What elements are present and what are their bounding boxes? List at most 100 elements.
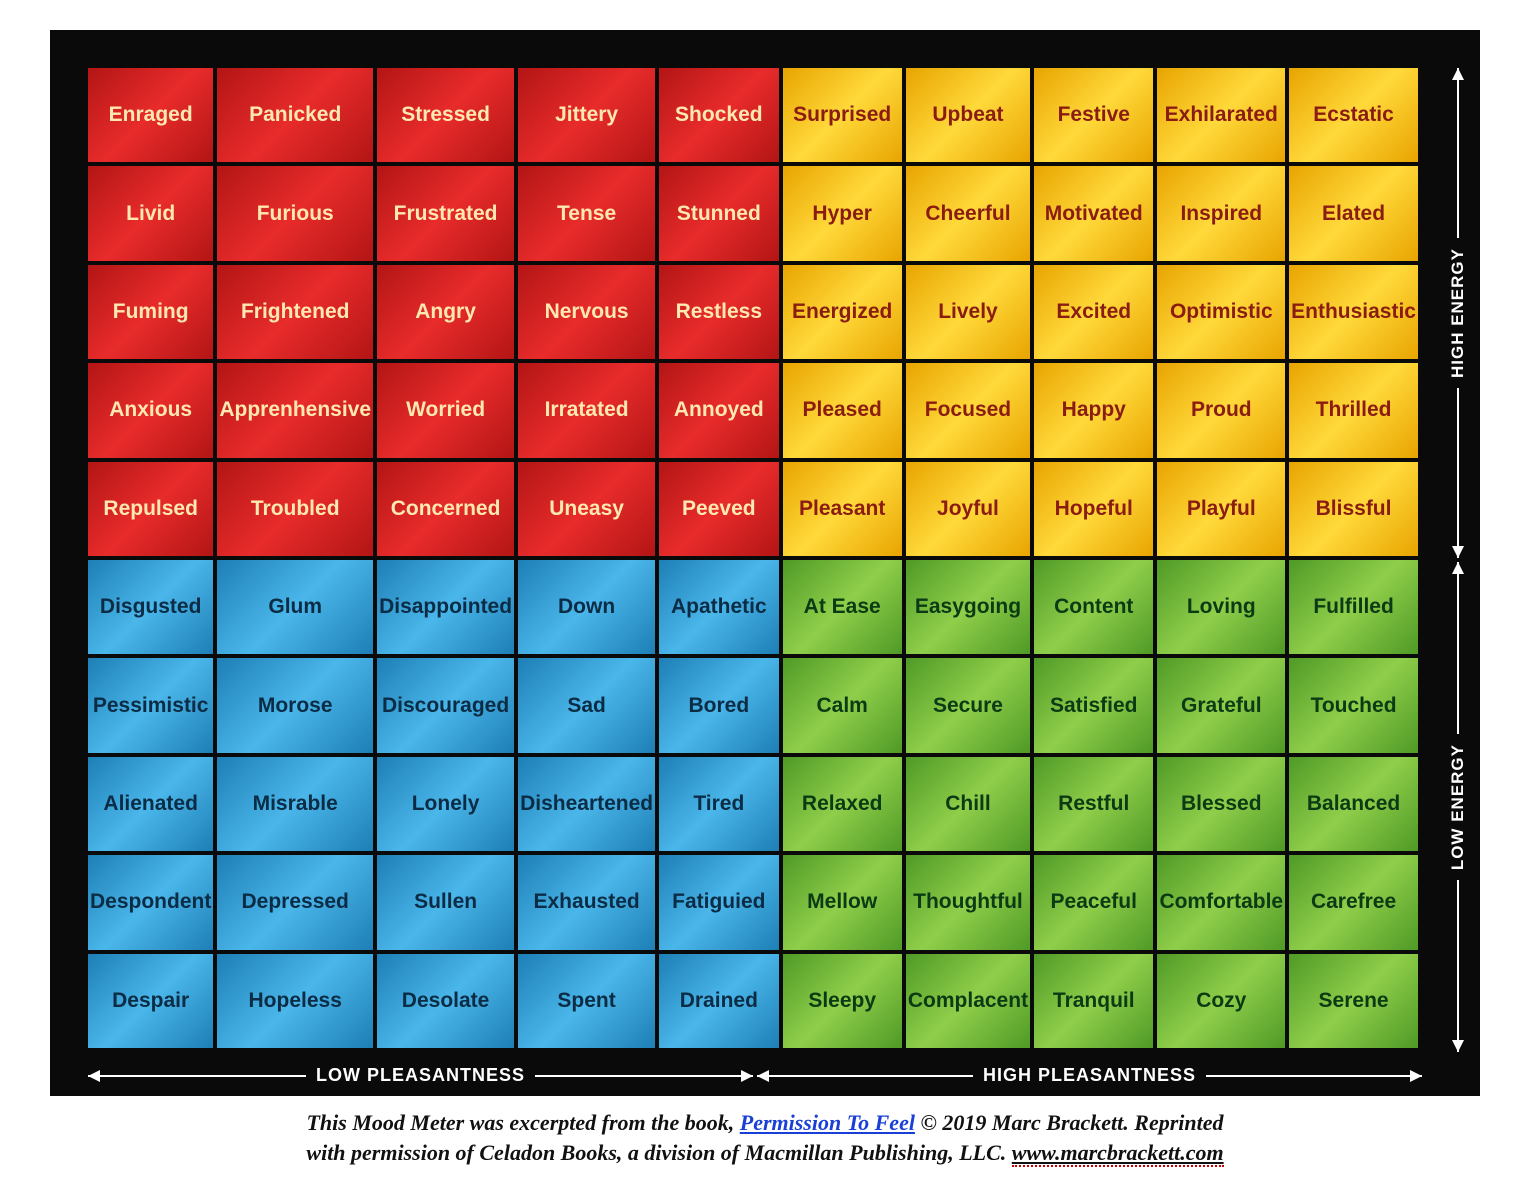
- axis-high-pleasantness: HIGH PLEASANTNESS: [757, 1065, 1422, 1086]
- mood-cell: Desolate: [377, 954, 514, 1048]
- mood-cell: Sleepy: [783, 954, 902, 1048]
- caption-text: © 2019 Marc Brackett. Reprinted: [920, 1110, 1223, 1135]
- mood-cell: Balanced: [1289, 757, 1418, 851]
- mood-cell: Disheartened: [518, 757, 655, 851]
- mood-cell: Fulfilled: [1289, 560, 1418, 654]
- mood-cell: Happy: [1034, 363, 1153, 457]
- arrow-left-icon: [88, 1075, 306, 1077]
- mood-cell: Energized: [783, 265, 902, 359]
- mood-cell: Joyful: [906, 462, 1030, 556]
- mood-cell: Stressed: [377, 68, 514, 162]
- mood-grid: EnragedPanickedStressedJitteryShockedSur…: [88, 68, 1418, 1048]
- mood-cell: Optimistic: [1157, 265, 1285, 359]
- axis-low-pleasantness: LOW PLEASANTNESS: [88, 1065, 753, 1086]
- mood-cell: Surprised: [783, 68, 902, 162]
- mood-cell: Frustrated: [377, 166, 514, 260]
- mood-cell: Repulsed: [88, 462, 213, 556]
- mood-cell: Fatiguied: [659, 855, 778, 949]
- mood-cell: Lively: [906, 265, 1030, 359]
- arrow-up-icon: [1457, 68, 1459, 238]
- mood-cell: Thoughtful: [906, 855, 1030, 949]
- mood-cell: Carefree: [1289, 855, 1418, 949]
- mood-meter: EnragedPanickedStressedJitteryShockedSur…: [50, 30, 1480, 1096]
- mood-cell: Exhilarated: [1157, 68, 1285, 162]
- mood-cell: Bored: [659, 658, 778, 752]
- mood-cell: At Ease: [783, 560, 902, 654]
- mood-cell: Furious: [217, 166, 373, 260]
- mood-cell: Spent: [518, 954, 655, 1048]
- mood-cell: Morose: [217, 658, 373, 752]
- mood-cell: Restful: [1034, 757, 1153, 851]
- mood-cell: Satisfied: [1034, 658, 1153, 752]
- arrow-right-icon: [535, 1075, 753, 1077]
- mood-cell: Peaceful: [1034, 855, 1153, 949]
- mood-cell: Excited: [1034, 265, 1153, 359]
- mood-cell: Uneasy: [518, 462, 655, 556]
- mood-cell: Livid: [88, 166, 213, 260]
- mood-cell: Elated: [1289, 166, 1418, 260]
- mood-cell: Angry: [377, 265, 514, 359]
- arrow-down-icon: [1457, 880, 1459, 1052]
- mood-cell: Comfortable: [1157, 855, 1285, 949]
- mood-cell: Misrable: [217, 757, 373, 851]
- mood-cell: Drained: [659, 954, 778, 1048]
- mood-cell: Relaxed: [783, 757, 902, 851]
- mood-cell: Jittery: [518, 68, 655, 162]
- mood-cell: Blissful: [1289, 462, 1418, 556]
- mood-cell: Pleasant: [783, 462, 902, 556]
- mood-cell: Complacent: [906, 954, 1030, 1048]
- mood-cell: Ecstatic: [1289, 68, 1418, 162]
- mood-cell: Stunned: [659, 166, 778, 260]
- mood-cell: Disappointed: [377, 560, 514, 654]
- arrow-up-icon: [1457, 562, 1459, 734]
- mood-cell: Anxious: [88, 363, 213, 457]
- mood-cell: Proud: [1157, 363, 1285, 457]
- mood-cell: Mellow: [783, 855, 902, 949]
- mood-cell: Inspired: [1157, 166, 1285, 260]
- axis-x-left-label: LOW PLEASANTNESS: [306, 1065, 535, 1086]
- permission-to-feel-link[interactable]: Permission To Feel: [740, 1110, 915, 1135]
- mood-cell: Frightened: [217, 265, 373, 359]
- mood-cell: Peeved: [659, 462, 778, 556]
- mood-cell: Restless: [659, 265, 778, 359]
- mood-cell: Discouraged: [377, 658, 514, 752]
- mood-cell: Irratated: [518, 363, 655, 457]
- mood-cell: Tense: [518, 166, 655, 260]
- mood-cell: Cozy: [1157, 954, 1285, 1048]
- arrow-down-icon: [1457, 388, 1459, 558]
- arrow-left-icon: [757, 1075, 973, 1077]
- mood-cell: Easygoing: [906, 560, 1030, 654]
- mood-cell: Motivated: [1034, 166, 1153, 260]
- mood-cell: Tranquil: [1034, 954, 1153, 1048]
- mood-cell: Troubled: [217, 462, 373, 556]
- marcbrackett-url-link[interactable]: www.marcbrackett.com: [1012, 1140, 1224, 1167]
- mood-cell: Grateful: [1157, 658, 1285, 752]
- mood-cell: Cheerful: [906, 166, 1030, 260]
- mood-cell: Fuming: [88, 265, 213, 359]
- mood-cell: Glum: [217, 560, 373, 654]
- axis-high-energy: HIGH ENERGY: [1448, 68, 1468, 558]
- mood-cell: Despondent: [88, 855, 213, 949]
- mood-cell: Content: [1034, 560, 1153, 654]
- mood-cell: Exhausted: [518, 855, 655, 949]
- caption: This Mood Meter was excerpted from the b…: [50, 1108, 1480, 1167]
- mood-cell: Sad: [518, 658, 655, 752]
- mood-cell: Lonely: [377, 757, 514, 851]
- caption-text: This Mood Meter was excerpted from the b…: [306, 1110, 739, 1135]
- arrow-right-icon: [1206, 1075, 1422, 1077]
- caption-text: with permission of Celadon Books, a divi…: [306, 1140, 1011, 1165]
- mood-cell: Despair: [88, 954, 213, 1048]
- axis-y-top-label: HIGH ENERGY: [1448, 238, 1468, 388]
- mood-cell: Playful: [1157, 462, 1285, 556]
- axis-x-right-label: HIGH PLEASANTNESS: [973, 1065, 1206, 1086]
- mood-cell: Blessed: [1157, 757, 1285, 851]
- mood-cell: Nervous: [518, 265, 655, 359]
- mood-cell: Serene: [1289, 954, 1418, 1048]
- mood-cell: Focused: [906, 363, 1030, 457]
- mood-cell: Apathetic: [659, 560, 778, 654]
- mood-cell: Shocked: [659, 68, 778, 162]
- mood-cell: Disgusted: [88, 560, 213, 654]
- mood-cell: Thrilled: [1289, 363, 1418, 457]
- mood-cell: Annoyed: [659, 363, 778, 457]
- mood-cell: Touched: [1289, 658, 1418, 752]
